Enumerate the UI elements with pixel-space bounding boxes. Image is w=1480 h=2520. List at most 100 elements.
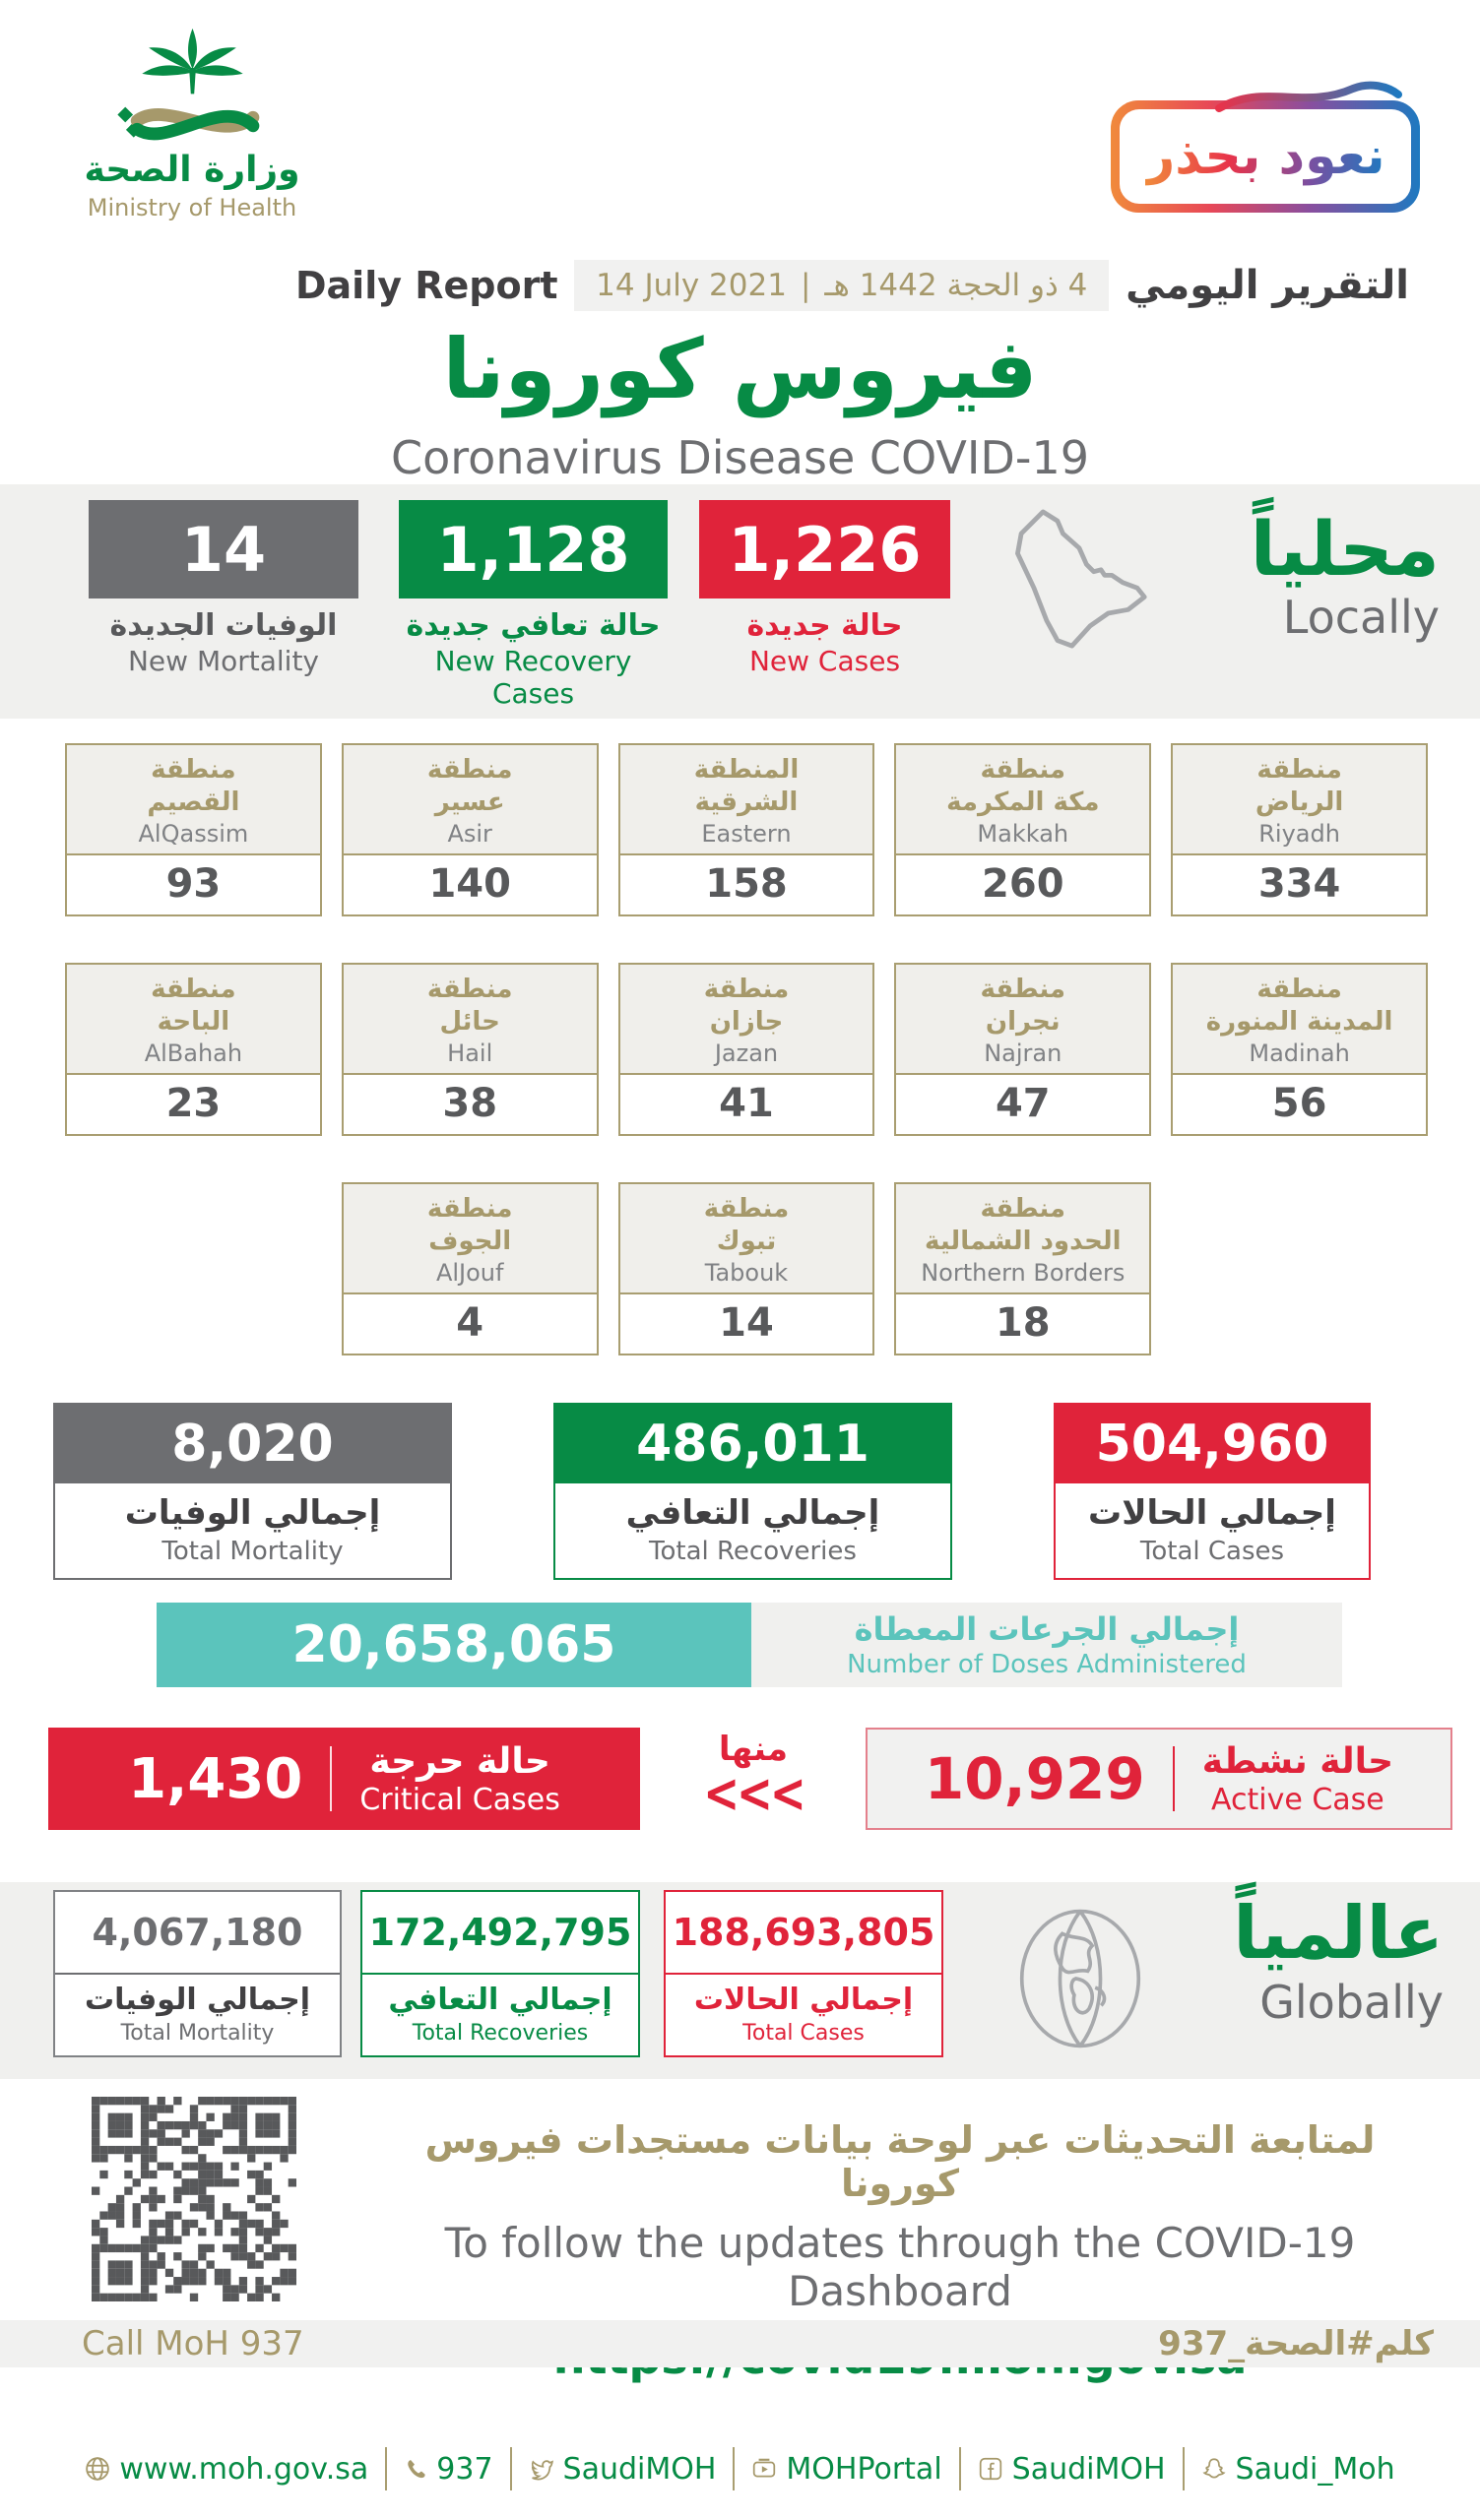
date-hijri: 4 ذو الحجة 1442 هـ <box>824 268 1088 303</box>
region-card-albahah: منطقة الباحة AlBahah 23 <box>65 963 322 1136</box>
phone-icon <box>404 2457 427 2481</box>
footer-link-phone[interactable]: 937 <box>385 2447 509 2490</box>
region-name-en: Hail <box>447 1040 493 1067</box>
total-cases-card: 504,960 إجمالي الحالات Total Cases <box>1054 1403 1371 1580</box>
badge-swoosh-icon <box>1215 81 1402 120</box>
region-case-count: 93 <box>165 861 222 907</box>
region-name-ar: الحدود الشمالية <box>925 1226 1122 1256</box>
new-recoveries-value: 1,128 <box>399 500 668 598</box>
global-mortality-card: 4,067,180 إجمالي الوفيات Total Mortality <box>53 1890 342 2057</box>
totals-row: 8,020 إجمالي الوفيات Total Mortality 486… <box>0 1403 1480 1580</box>
global-cases-label-ar: إجمالي الحالات <box>693 1983 914 2017</box>
region-name-ar: الباحة <box>157 1006 230 1037</box>
footer-link-facebook[interactable]: SaudiMOH <box>958 2447 1183 2490</box>
new-recoveries-label-ar: حالة تعافي جديدة <box>406 608 661 643</box>
total-cases-label-ar: إجمالي الحالات <box>1088 1493 1336 1533</box>
region-card-asir: منطقة عسير Asir 140 <box>341 743 599 916</box>
region-case-count: 47 <box>995 1081 1051 1126</box>
footer-link-website[interactable]: www.moh.gov.sa <box>68 2447 385 2490</box>
global-mortality-value: 4,067,180 <box>55 1892 340 1975</box>
total-cases-label-en: Total Cases <box>1139 1537 1285 1566</box>
active-cases-box: 10,929 حالة نشطة Active Case <box>866 1728 1452 1830</box>
footer-social-row: www.moh.gov.sa 937 SaudiMOH MOHPortal <box>0 2447 1480 2490</box>
date-separator: | <box>800 268 811 303</box>
new-cases-stat: 1,226 حالة جديدة New Cases <box>699 500 950 677</box>
global-recoveries-card: 172,492,795 إجمالي التعافي Total Recover… <box>360 1890 640 2057</box>
region-name-ar: منطقة <box>1256 755 1342 785</box>
date-gregorian: 14 July 2021 <box>596 268 787 303</box>
ministry-name-arabic: وزارة الصحة <box>84 150 300 190</box>
youtube-icon <box>751 2456 777 2482</box>
region-case-count: 56 <box>1271 1081 1327 1126</box>
of-which-label-ar: منها <box>718 1730 789 1769</box>
total-mortality-value: 8,020 <box>55 1405 450 1483</box>
region-card-aljouf: منطقة الجوف AlJouf 4 <box>341 1182 599 1355</box>
region-name-ar: منطقة <box>980 975 1066 1004</box>
qr-code <box>92 2097 296 2305</box>
critical-cases-label-en: Critical Cases <box>359 1783 560 1818</box>
region-case-count: 38 <box>442 1081 498 1126</box>
critical-active-row: 1,430 حالة حرجة Critical Cases منها <<< … <box>0 1728 1480 1836</box>
region-name-ar: الشرقية <box>694 787 799 817</box>
global-recoveries-label-ar: إجمالي التعافي <box>388 1983 612 2017</box>
total-cases-value: 504,960 <box>1056 1405 1369 1483</box>
region-case-count: 23 <box>165 1081 222 1126</box>
footer-link-twitter[interactable]: SaudiMOH <box>509 2447 734 2490</box>
moh-hashtag: كلم#الصحة_937 <box>1158 2324 1434 2363</box>
new-recoveries-stat: 1,128 حالة تعافي جديدة New Recovery Case… <box>399 500 668 710</box>
locally-heading-ar: محلياً <box>1250 505 1440 593</box>
left-chevrons-icon: <<< <box>703 1762 806 1826</box>
region-card-northern-borders: منطقة الحدود الشمالية Northern Borders 1… <box>894 1182 1152 1355</box>
locally-section: 14 الوفيات الجديدة New Mortality 1,128 ح… <box>0 484 1480 719</box>
region-name-en: AlBahah <box>144 1040 243 1067</box>
region-name-en: Jazan <box>714 1040 779 1067</box>
region-name-ar: تبوك <box>716 1226 777 1256</box>
doses-label-ar: إجمالي الجرعات المعطاة <box>854 1610 1240 1648</box>
region-case-count: 260 <box>982 861 1064 907</box>
footer-link-youtube[interactable]: MOHPortal <box>733 2447 958 2490</box>
new-mortality-label-en: New Mortality <box>127 645 320 677</box>
region-name-en: Najran <box>984 1040 1062 1067</box>
new-mortality-value: 14 <box>89 500 358 598</box>
globe-icon <box>85 2456 110 2482</box>
report-date-box: 14 July 2021 | 4 ذو الحجة 1442 هـ <box>574 260 1110 311</box>
doses-value: 20,658,065 <box>157 1603 751 1687</box>
doses-label-en: Number of Doses Administered <box>847 1650 1247 1679</box>
doses-administered-bar: 20,658,065 إجمالي الجرعات المعطاة Number… <box>157 1603 1342 1687</box>
call-moh-label: Call MoH 937 <box>82 2324 304 2363</box>
region-name-en: Madinah <box>1249 1040 1350 1067</box>
globally-section: 4,067,180 إجمالي الوفيات Total Mortality… <box>0 1882 1480 2079</box>
footer-link-snapchat[interactable]: Saudi_Moh <box>1182 2447 1412 2490</box>
region-name-ar: نجران <box>985 1006 1061 1037</box>
region-name-ar: مكة المكرمة <box>946 787 1100 817</box>
new-cases-label-ar: حالة جديدة <box>746 608 903 643</box>
new-mortality-stat: 14 الوفيات الجديدة New Mortality <box>89 500 358 677</box>
region-name-en: Eastern <box>701 820 792 848</box>
region-name-ar: الرياض <box>1255 787 1344 817</box>
region-card-alqassim: منطقة القصيم AlQassim 93 <box>65 743 322 916</box>
region-name-en: Asir <box>447 820 492 848</box>
region-card-eastern: المنطقة الشرقية Eastern 158 <box>617 743 875 916</box>
divider <box>1172 1746 1175 1811</box>
region-card-madinah: منطقة المدينة المنورة Madinah 56 <box>1171 963 1428 1136</box>
new-cases-label-en: New Cases <box>748 645 901 677</box>
region-name-ar: القصيم <box>147 787 240 817</box>
region-name-ar: الجوف <box>428 1226 512 1256</box>
region-name-en: Northern Borders <box>921 1259 1126 1287</box>
region-name-ar: منطقة <box>151 975 236 1004</box>
region-card-riyadh: منطقة الرياض Riyadh 334 <box>1171 743 1428 916</box>
region-name-ar: منطقة <box>1256 975 1342 1004</box>
critical-cases-box: 1,430 حالة حرجة Critical Cases <box>48 1728 640 1830</box>
region-name-ar: منطقة <box>426 1194 513 1224</box>
global-cases-card: 188,693,805 إجمالي الحالات Total Cases <box>664 1890 943 2057</box>
total-mortality-card: 8,020 إجمالي الوفيات Total Mortality <box>53 1403 452 1580</box>
dashboard-note-ar: لمتابعة التحديثات عبر لوحة بيانات مستجدا… <box>424 2118 1376 2205</box>
region-name-en: AlQassim <box>138 820 249 848</box>
region-name-ar: منطقة <box>980 755 1066 785</box>
doses-label: إجمالي الجرعات المعطاة Number of Doses A… <box>751 1603 1342 1687</box>
total-mortality-label-en: Total Mortality <box>161 1537 344 1566</box>
global-recoveries-label-en: Total Recoveries <box>412 2021 589 2046</box>
dashboard-note-en: To follow the updates through the COVID-… <box>444 2219 1356 2315</box>
region-card-jazan: منطقة جازان Jazan 41 <box>617 963 875 1136</box>
region-name-ar: المدينة المنورة <box>1205 1006 1393 1037</box>
